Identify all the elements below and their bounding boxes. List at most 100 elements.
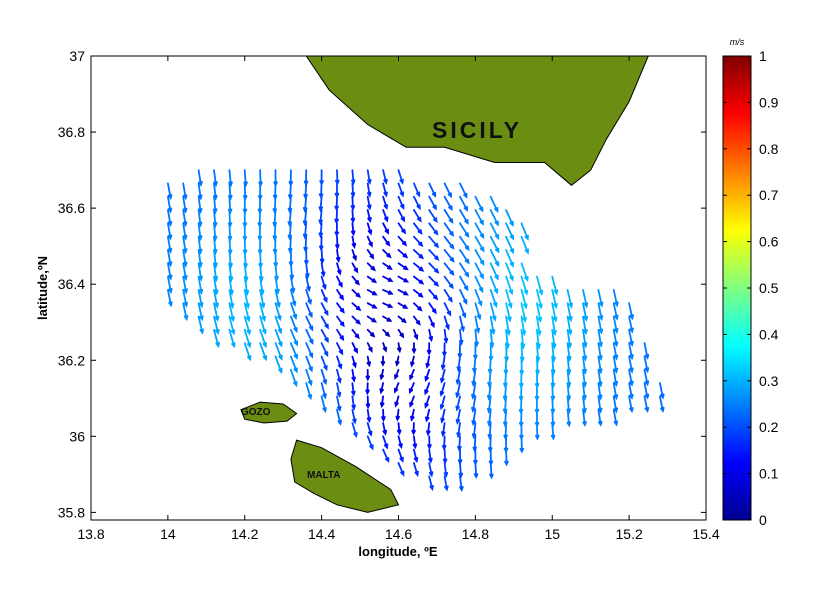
y-tick-label: 37 (69, 48, 85, 64)
current-arrow (243, 328, 252, 349)
current-arrow (489, 328, 495, 349)
current-arrow (350, 182, 356, 199)
current-arrow (197, 195, 203, 215)
current-arrow (336, 382, 342, 399)
current-arrow (259, 328, 267, 349)
current-arrow (597, 302, 604, 322)
current-arrow (443, 222, 455, 237)
x-tick-label: 14.6 (385, 526, 412, 542)
current-arrow (303, 235, 308, 253)
current-arrow (443, 289, 453, 303)
current-arrow (228, 289, 235, 310)
current-arrow (413, 222, 423, 235)
current-arrow (366, 169, 372, 186)
current-arrow (428, 182, 437, 198)
current-arrow (473, 342, 478, 361)
current-arrow (566, 315, 573, 336)
current-arrow (336, 355, 343, 370)
current-arrow (566, 328, 572, 349)
current-arrow (334, 209, 339, 225)
current-arrow (427, 435, 432, 450)
current-arrow (197, 315, 204, 335)
colorbar: 0 0.1 0.2 0.3 0.4 0.5 0.6 0.7 0.8 0.9 1 m/s (722, 37, 779, 528)
current-arrow (505, 302, 512, 323)
current-arrow (197, 302, 204, 322)
current-arrow (318, 222, 324, 239)
current-arrow (474, 209, 484, 226)
current-arrow (536, 302, 543, 323)
current-arrow (305, 302, 313, 319)
current-arrow (213, 169, 218, 188)
current-arrow (167, 249, 173, 268)
current-arrow (428, 462, 434, 478)
current-arrow (459, 182, 468, 199)
current-arrow (320, 395, 327, 414)
current-arrow (439, 395, 446, 411)
current-arrow (318, 209, 323, 226)
y-tick-label: 36.4 (58, 276, 85, 292)
current-arrow (413, 315, 421, 326)
current-arrow (305, 289, 312, 306)
current-arrow (628, 368, 634, 387)
current-arrow (366, 315, 378, 323)
current-arrow (366, 275, 378, 284)
current-arrow (551, 289, 558, 310)
y-tick-label: 35.8 (58, 504, 85, 520)
colorbar-tick-label: 0.2 (759, 419, 779, 435)
current-arrow (551, 342, 556, 363)
current-arrow (320, 368, 328, 386)
current-arrow (397, 275, 410, 283)
current-arrow (334, 195, 339, 212)
current-arrow (274, 302, 282, 322)
current-arrow (197, 169, 203, 187)
current-arrow (471, 382, 477, 400)
current-arrow (443, 302, 452, 317)
current-arrow (425, 355, 431, 369)
current-arrow (366, 328, 376, 338)
current-arrow (182, 262, 188, 282)
current-arrow (290, 315, 298, 334)
current-arrow (167, 195, 173, 214)
current-arrow (320, 289, 328, 304)
current-arrow (551, 302, 558, 323)
current-arrow (365, 382, 370, 396)
current-arrow (197, 289, 204, 309)
current-arrow (457, 435, 462, 452)
current-arrow (318, 195, 324, 213)
current-arrow (320, 328, 329, 344)
current-arrow (366, 182, 372, 198)
current-arrow (350, 222, 356, 237)
current-arrow (411, 342, 417, 355)
current-arrow (243, 342, 252, 362)
current-arrow (459, 289, 468, 305)
current-arrow (442, 342, 447, 358)
current-arrow (366, 355, 372, 368)
current-arrow (381, 408, 386, 423)
current-arrow (459, 475, 464, 493)
current-arrow (413, 328, 419, 341)
y-axis-title: latitude,ºN (35, 256, 50, 320)
current-arrow (566, 289, 573, 309)
current-arrow (320, 262, 326, 278)
current-arrow (659, 382, 665, 400)
current-arrow (471, 422, 477, 440)
current-arrow (489, 235, 500, 254)
current-arrow (397, 302, 409, 309)
colorbar-tick-label: 0.1 (759, 466, 779, 482)
current-arrow (474, 222, 485, 240)
current-arrow (336, 342, 344, 356)
current-arrow (350, 209, 356, 224)
map-content (167, 56, 665, 513)
current-arrow (428, 275, 440, 287)
current-arrow (442, 435, 447, 451)
current-arrow (305, 355, 313, 373)
current-arrow (409, 395, 415, 408)
current-arrow (520, 262, 529, 282)
current-arrow (459, 275, 469, 292)
y-tick-label: 36.2 (58, 352, 85, 368)
current-arrow (597, 382, 603, 401)
colorbar-ticks: 0 0.1 0.2 0.3 0.4 0.5 0.6 0.7 0.8 0.9 1 (723, 48, 779, 528)
current-arrow (471, 395, 477, 413)
current-arrow (319, 249, 325, 265)
